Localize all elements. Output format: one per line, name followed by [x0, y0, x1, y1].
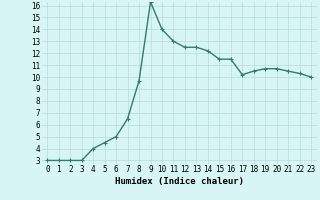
X-axis label: Humidex (Indice chaleur): Humidex (Indice chaleur) — [115, 177, 244, 186]
